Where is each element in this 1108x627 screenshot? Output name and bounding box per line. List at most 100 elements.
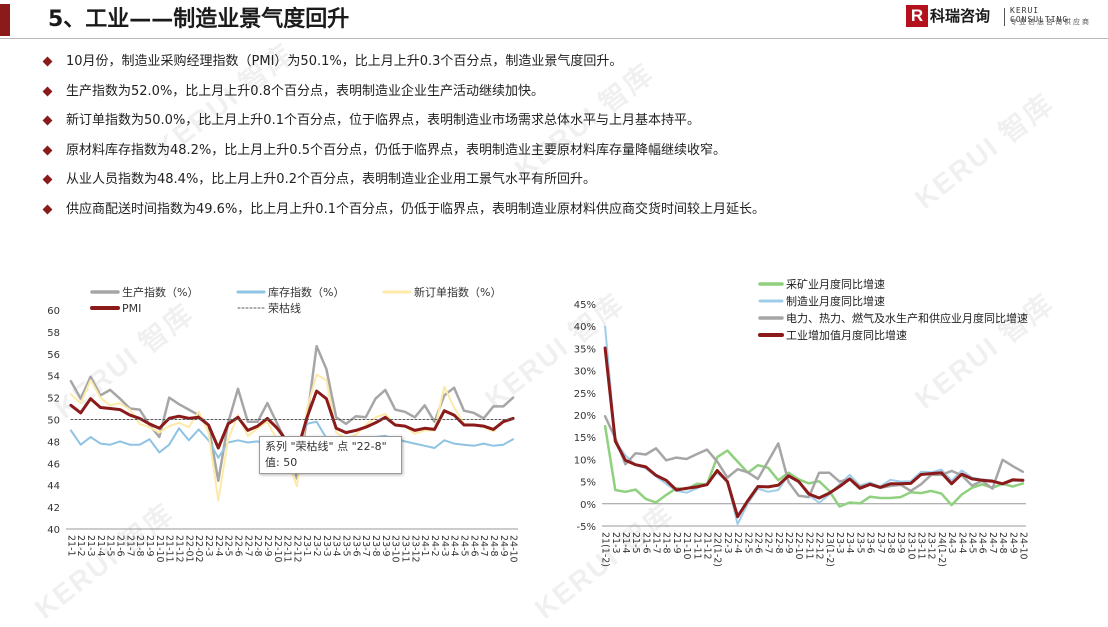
diamond-bullet-icon [42,56,53,67]
bullet-item: 从业人员指数为48.4%，比上月上升0.2个百分点，表明制造业企业用工景气水平有… [42,170,1084,200]
x-tick-label: 22-5 [742,532,753,554]
diamond-bullet-icon [42,115,53,126]
x-tick-label: 22-12 [291,535,302,563]
x-tick-label: 21-3 [85,535,96,557]
bullet-item: 生产指数为52.0%，比上月上升0.8个百分点，表明制造业企业生产活动继续加快。 [42,82,1084,112]
bullet-list: 10月份，制造业采购经理指数（PMI）为50.1%，比上月上升0.3个百分点，制… [42,52,1084,230]
logo-english: KERUI CONSULTING [1010,6,1069,24]
legend-label: 新订单指数（%） [414,285,501,299]
x-tick-label: 24-8 [488,535,499,557]
x-tick-label: 22-11 [282,535,293,563]
x-tick-label: 22-6 [232,535,243,557]
diamond-bullet-icon [42,174,53,185]
diamond-bullet-icon [42,145,53,155]
y-tick-label: 52 [47,394,60,405]
tooltip-series: 系列 "荣枯线" 点 "22-8" [265,440,387,453]
industrial-growth-line-chart: -5%0%5%10%15%20%25%30%35%40%45%21(1-2) 21… [574,277,1029,567]
x-tick-label: 24-6 [468,535,479,557]
y-tick-label: 45% [574,300,596,311]
x-tick-label: 23-8 [370,535,381,557]
y-tick-label: 54 [47,372,60,383]
x-tick-label: 21-3 [610,532,621,554]
x-tick-label: 23-1 [301,535,312,557]
y-tick-label: 58 [47,328,60,339]
x-tick-label: 21-2 [75,535,86,557]
x-tick-label: 23-2 [311,535,322,557]
x-tick-label: 22-12 [814,532,825,560]
y-tick-label: 46 [47,459,60,470]
bullet-text: 供应商配送时间指数为49.6%，比上月上升0.1个百分点，仍低于临界点，表明制造… [66,201,765,217]
logo-mark: R [906,5,928,27]
x-tick-label: 24(1-2) [936,532,947,567]
x-tick-label: 21(1-2) [600,532,611,567]
x-tick-label: 24-10 [508,535,519,563]
chart-tooltip: 系列 "荣枯线" 点 "22-8" 值: 50 [259,436,402,474]
y-tick-label: 5% [580,478,596,489]
x-tick-label: 23-3 [834,532,845,554]
x-tick-label: 24-7 [987,532,998,554]
x-tick-label: 23-11 [916,532,927,560]
x-tick-label: 24-5 [458,535,469,557]
x-tick-label: 22-7 [242,535,253,557]
tooltip-value: 值: 50 [265,456,298,469]
bullet-text: 从业人员指数为48.4%，比上月上升0.2个百分点，表明制造业企业用工景气水平有… [66,172,596,187]
x-tick-label: 23-12 [409,535,420,563]
series-line [603,346,1025,519]
y-tick-label: 40% [574,322,596,333]
x-tick-label: 22-5 [223,535,234,557]
x-tick-label: 23-12 [926,532,937,560]
diamond-bullet-icon [42,86,53,96]
x-tick-label: 22-9 [262,535,273,557]
x-tick-label: 21-8 [134,535,145,557]
y-tick-label: 0% [580,500,596,511]
x-tick-label: 21-10 [154,535,165,563]
x-tick-label: 23-10 [390,535,401,563]
legend-label: 制造业月度同比增速 [786,294,885,308]
logo-tagline: 专业信息咨询供应商 [1010,18,1091,26]
x-tick-label: 21-12 [174,535,185,563]
y-tick-label: 35% [574,344,596,355]
x-tick-label: 21-5 [630,532,641,554]
y-tick-label: 10% [574,455,596,466]
bullet-text: 10月份，制造业采购经理指数（PMI）为50.1%，比上月上升0.3个百分点，制… [66,54,623,69]
bullet-text: 生产指数为52.0%，比上月上升0.8个百分点，表明制造业企业生产活动继续加快。 [66,83,544,99]
logo-name: 科瑞咨询 [930,7,991,25]
y-tick-label: -5% [577,522,596,533]
x-tick-label: 21-12 [701,532,712,560]
x-tick-label: 22-3 [722,532,733,554]
y-tick-label: 48 [47,437,60,448]
x-tick-label: 21-7 [651,532,662,554]
x-tick-label: 21-6 [115,535,126,557]
x-tick-label: 24-9 [498,535,509,557]
x-tick-label: 23-4 [844,532,855,554]
x-tick-label: 22-6 [752,532,763,554]
x-tick-label: 23-9 [895,532,906,554]
x-tick-label: 21-9 [144,535,155,557]
x-tick-label: 23-4 [331,535,342,557]
x-tick-label: 22(1-2) [712,532,723,567]
page-title: 5、工业——制造业景气度回升 [48,7,350,32]
y-tick-label: 20% [574,411,596,422]
x-tick-label: 24-2 [429,535,440,557]
x-tick-label: 21-10 [681,532,692,560]
x-tick-label: 22-4 [732,532,743,554]
y-tick-label: 15% [574,433,596,444]
x-tick-label: 24-8 [997,532,1008,554]
y-tick-label: 30% [574,367,596,378]
y-tick-label: 50 [47,416,60,427]
logo-separator [1004,8,1005,26]
legend-label: 采矿业月度同比增速 [786,277,885,291]
x-tick-label: 22-4 [213,535,224,557]
header-divider [0,38,1108,39]
x-tick-label: 22-3 [203,535,214,557]
x-tick-label: 24-4 [449,535,460,557]
y-tick-label: 44 [47,481,60,492]
bullet-item: 供应商配送时间指数为49.6%，比上月上升0.1个百分点，仍低于临界点，表明制造… [42,200,1084,230]
x-tick-label: 24-9 [1007,532,1018,554]
legend-label: 电力、热力、燃气及水生产和供应业月度同比增速 [786,311,1028,325]
x-tick-label: 22-02 [193,535,204,563]
x-tick-label: 23-7 [360,535,371,557]
x-tick-label: 23-6 [865,532,876,554]
legend-label: 荣枯线 [268,301,301,315]
x-tick-label: 21-11 [164,535,175,563]
